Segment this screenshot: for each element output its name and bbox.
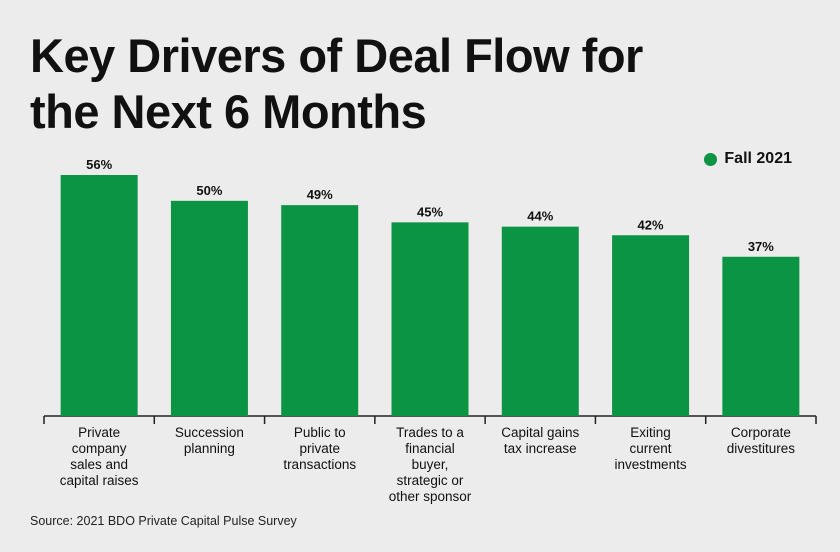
x-tick-label: Capital gains tax increase bbox=[501, 425, 579, 456]
x-tick-label: Private company sales and capital raises bbox=[60, 425, 139, 488]
bar bbox=[722, 256, 800, 416]
data-label: 56% bbox=[86, 157, 112, 172]
x-tick-label: Succession planning bbox=[175, 425, 244, 456]
x-tick-label: Trades to a financial buyer, strategic or ot… bbox=[389, 425, 472, 504]
bar bbox=[281, 205, 359, 416]
legend-swatch bbox=[704, 152, 718, 166]
data-label: 37% bbox=[748, 239, 774, 254]
legend-label: Fall 2021 bbox=[724, 150, 792, 167]
bar bbox=[170, 200, 248, 416]
bar bbox=[612, 235, 690, 416]
data-label: 49% bbox=[307, 187, 333, 202]
x-tick-label: Exiting current investments bbox=[615, 425, 687, 472]
bar bbox=[60, 175, 138, 416]
bar bbox=[391, 222, 469, 416]
data-label: 44% bbox=[527, 209, 553, 224]
data-label: 45% bbox=[417, 204, 443, 219]
chart-title: Key Drivers of Deal Flow for the Next 6 … bbox=[30, 28, 810, 140]
x-tick-label: Corporate divestitures bbox=[727, 425, 796, 456]
data-label: 50% bbox=[196, 183, 222, 198]
legend: Fall 2021 bbox=[704, 150, 792, 168]
chart-title-line-2: the Next 6 Months bbox=[30, 85, 427, 138]
x-tick-label: Public to private transactions bbox=[283, 425, 356, 472]
data-label: 42% bbox=[638, 217, 664, 232]
source-note: Source: 2021 BDO Private Capital Pulse S… bbox=[30, 514, 297, 528]
bar bbox=[501, 226, 579, 416]
chart-title-line-1: Key Drivers of Deal Flow for bbox=[30, 29, 643, 82]
